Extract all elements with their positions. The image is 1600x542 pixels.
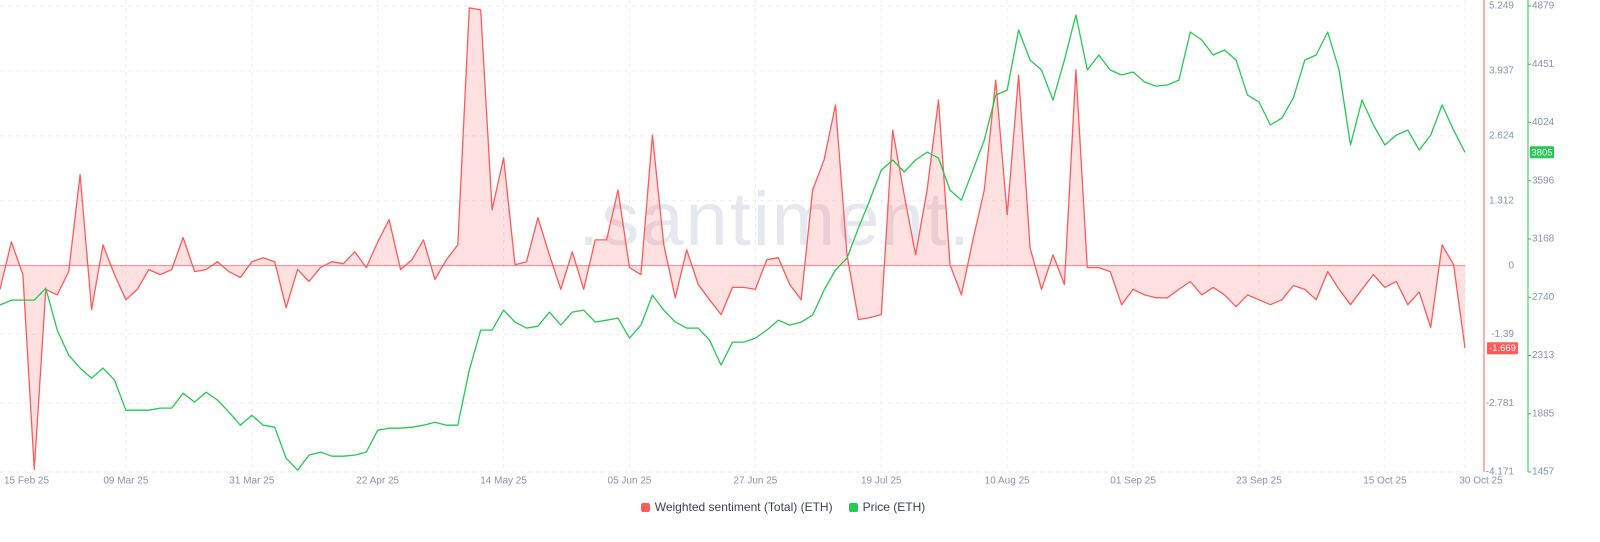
y2-tick-label: 3596 (1532, 175, 1555, 186)
series-line (0, 14, 1466, 471)
y-tick-label: 2.624 (1489, 130, 1514, 141)
x-tick-label: 15 Oct 25 (1363, 476, 1407, 487)
x-tick-label: 19 Jul 25 (861, 476, 902, 487)
series-line (0, 7, 1466, 471)
x-tick-label: 14 May 25 (480, 476, 527, 487)
y-tick-label: 3.937 (1489, 66, 1514, 77)
y2-tick-label: 1457 (1532, 467, 1555, 478)
y2-tick-label: 2740 (1532, 292, 1555, 303)
y2-tick-label: 4451 (1532, 59, 1555, 70)
last-value-badge (1530, 146, 1554, 159)
y-tick-label: -1.39 (1491, 329, 1514, 340)
y2-tick-label: 1885 (1532, 408, 1555, 419)
legend-label: Price (ETH) (862, 500, 926, 514)
y-tick-label: -4.171 (1486, 467, 1515, 478)
legend-label: Weighted sentiment (Total) (ETH) (654, 500, 833, 514)
x-tick-label: 30 Oct 25 (1459, 476, 1503, 487)
y-tick-label: -2.781 (1486, 398, 1515, 409)
legend: Weighted sentiment (Total) (ETH) Price (E… (0, 500, 1566, 514)
y-tick-label: 0 (1508, 260, 1514, 271)
x-tick-label: 09 Mar 25 (103, 476, 148, 487)
legend-item[interactable]: Price (ETH) (848, 500, 926, 514)
x-tick-label: 23 Sep 25 (1236, 476, 1282, 487)
x-tick-label: 27 Jun 25 (733, 476, 777, 487)
y2-tick-label: 4879 (1532, 1, 1555, 12)
y2-tick-label: 3168 (1532, 234, 1555, 245)
y2-tick-label: 4024 (1532, 117, 1555, 128)
legend-item[interactable]: Weighted sentiment (Total) (ETH) (640, 500, 833, 514)
x-tick-label: 15 Feb 25 (4, 476, 49, 487)
x-tick-label: 22 Apr 25 (356, 476, 399, 487)
y-tick-label: 1.312 (1489, 195, 1514, 206)
x-tick-label: 31 Mar 25 (229, 476, 274, 487)
last-value-label: 3805 (1531, 147, 1552, 158)
y-tick-label: 5.249 (1489, 1, 1514, 12)
legend-swatch (640, 502, 650, 512)
y2-tick-label: 2313 (1532, 350, 1555, 361)
x-tick-label: 05 Jun 25 (608, 476, 652, 487)
last-value-label: -1.669 (1489, 343, 1516, 354)
x-tick-label: 01 Sep 25 (1110, 476, 1156, 487)
x-tick-label: 10 Aug 25 (985, 476, 1030, 487)
legend-swatch (848, 502, 858, 512)
last-value-badge (1487, 342, 1518, 355)
